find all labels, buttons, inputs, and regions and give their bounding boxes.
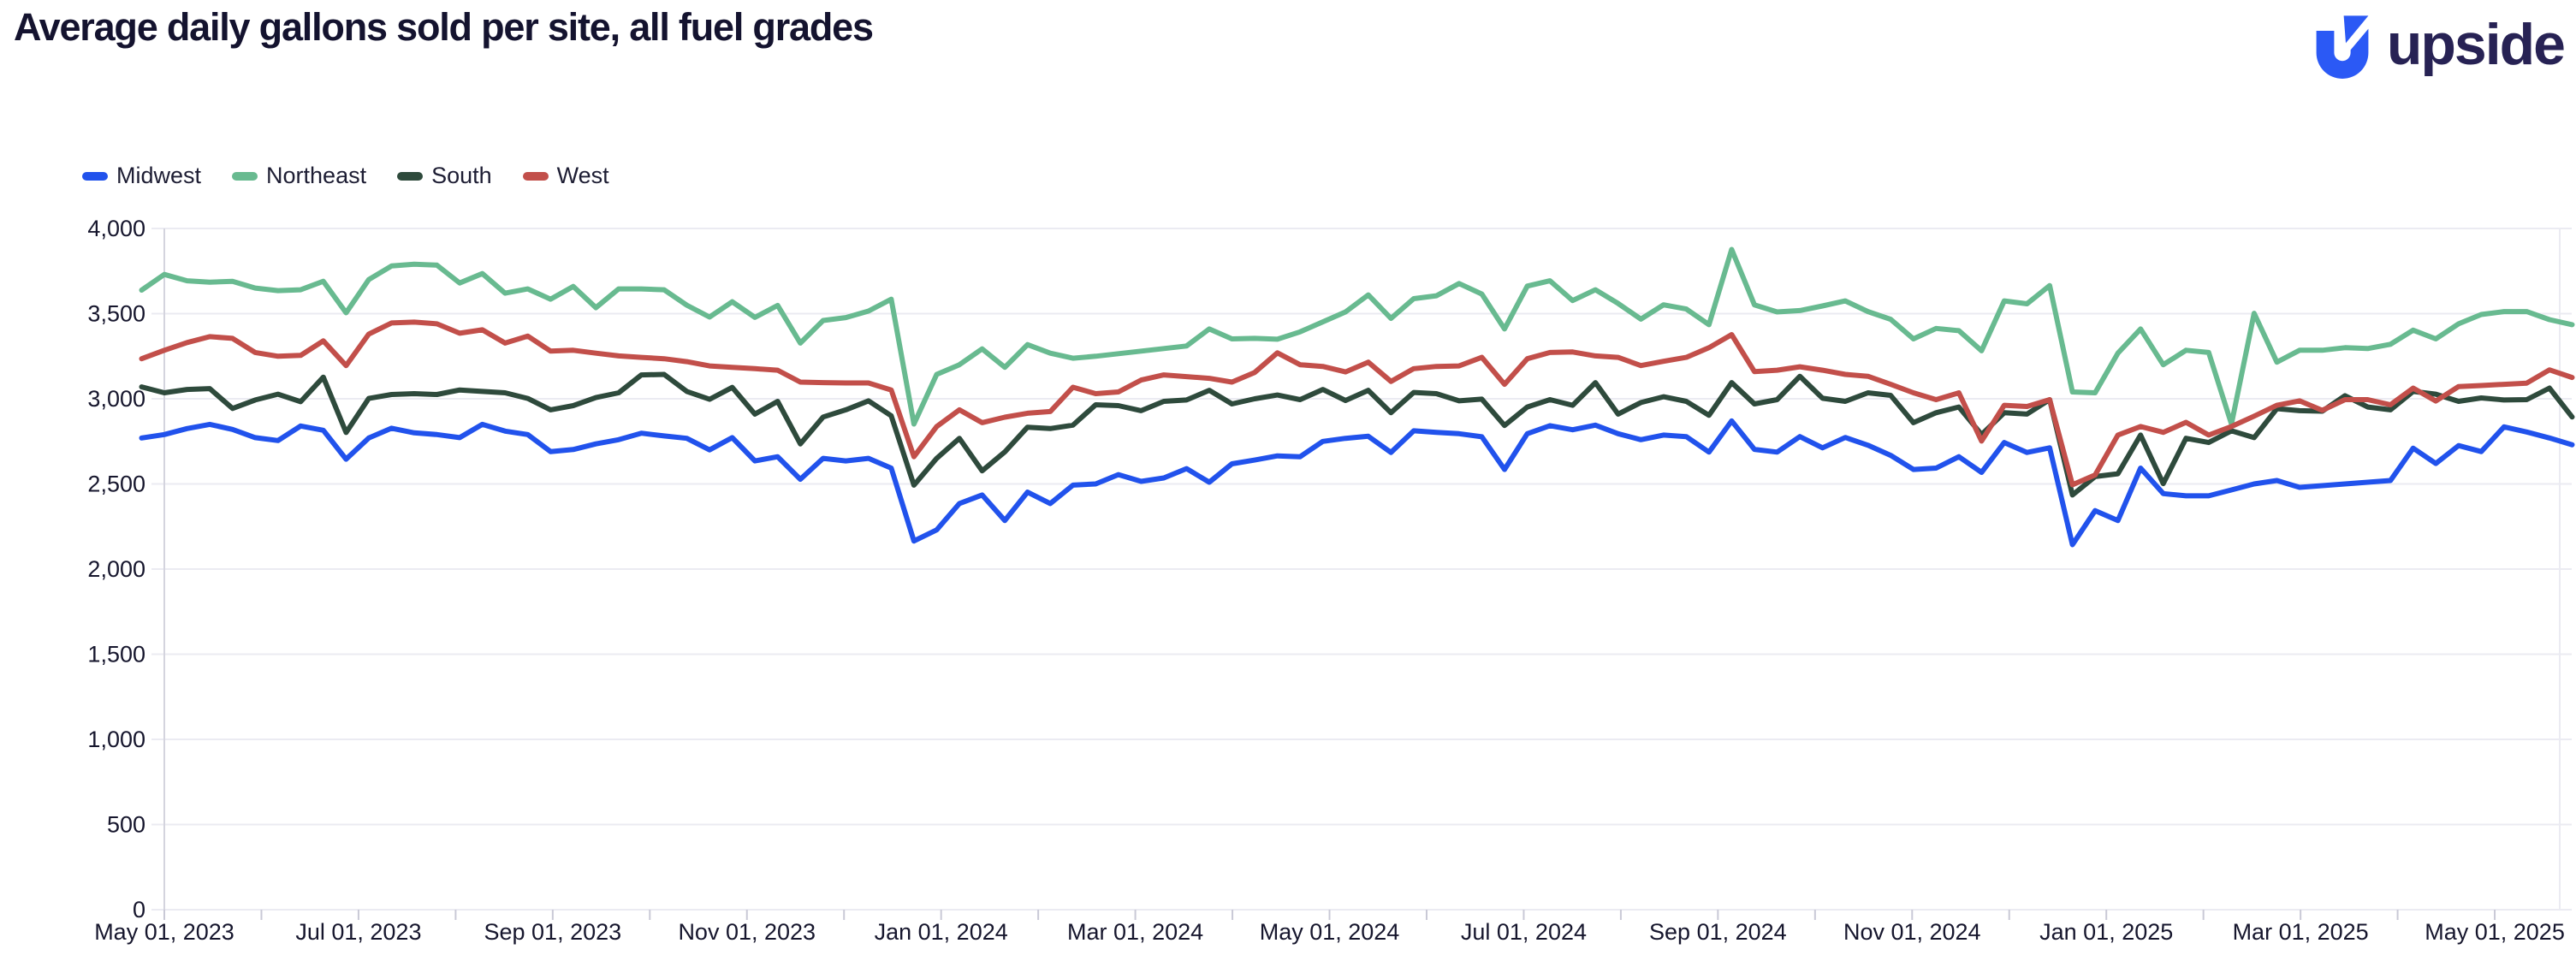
y-axis-label: 1,000 xyxy=(87,727,145,752)
legend-label: South xyxy=(431,163,492,188)
logo-u-shape xyxy=(2316,28,2369,79)
legend-swatch-icon xyxy=(82,171,108,181)
legend-swatch-icon xyxy=(232,171,258,181)
y-axis-label: 2,000 xyxy=(87,556,145,582)
x-axis-label: Sep 01, 2024 xyxy=(1649,919,1787,945)
x-axis-label: Jul 01, 2023 xyxy=(295,919,421,945)
x-axis-label: Jan 01, 2024 xyxy=(875,919,1008,945)
upside-logo-icon xyxy=(2316,15,2369,79)
legend-item-west[interactable]: West xyxy=(522,163,609,189)
brand-wordmark: upside xyxy=(2386,12,2566,77)
series-line-south xyxy=(139,371,2575,498)
legend-swatch-icon xyxy=(522,171,549,181)
series-line-midwest xyxy=(139,418,2575,548)
x-axis-label: May 01, 2024 xyxy=(1260,919,1400,945)
y-axis-label: 3,500 xyxy=(87,301,145,327)
legend-swatch-icon xyxy=(397,171,424,181)
series-line-west xyxy=(139,319,2575,488)
legend-label: West xyxy=(556,163,609,188)
y-axis-label: 500 xyxy=(107,812,145,838)
x-axis-label: May 01, 2023 xyxy=(94,919,234,945)
upside-logo: upside xyxy=(2308,7,2566,82)
x-axis-label: Mar 01, 2024 xyxy=(1067,919,1203,945)
series-line-northeast xyxy=(139,246,2575,427)
x-axis-label: Mar 01, 2025 xyxy=(2233,919,2369,945)
y-axis-label: 3,000 xyxy=(87,386,145,412)
x-axis-label: Jul 01, 2024 xyxy=(1461,919,1587,945)
y-axis-label: 1,500 xyxy=(87,642,145,667)
x-axis-label: Nov 01, 2024 xyxy=(1843,919,1981,945)
chart-legend: Midwest Northeast South West xyxy=(82,163,609,189)
page-title: Average daily gallons sold per site, all… xyxy=(14,5,874,49)
y-axis-label: 2,500 xyxy=(87,472,145,497)
y-axis-label: 0 xyxy=(133,897,145,923)
x-axis-label: Jan 01, 2025 xyxy=(2039,919,2173,945)
legend-item-northeast[interactable]: Northeast xyxy=(232,163,366,189)
x-axis-label: May 01, 2025 xyxy=(2425,919,2565,945)
x-axis-label: Nov 01, 2023 xyxy=(678,919,816,945)
y-axis-label: 4,000 xyxy=(87,216,145,241)
x-axis-label: Sep 01, 2023 xyxy=(484,919,622,945)
logo-check-notch xyxy=(2343,15,2369,44)
legend-label: Northeast xyxy=(266,163,367,188)
legend-item-south[interactable]: South xyxy=(397,163,492,189)
legend-label: Midwest xyxy=(116,163,202,188)
legend-item-midwest[interactable]: Midwest xyxy=(82,163,201,189)
